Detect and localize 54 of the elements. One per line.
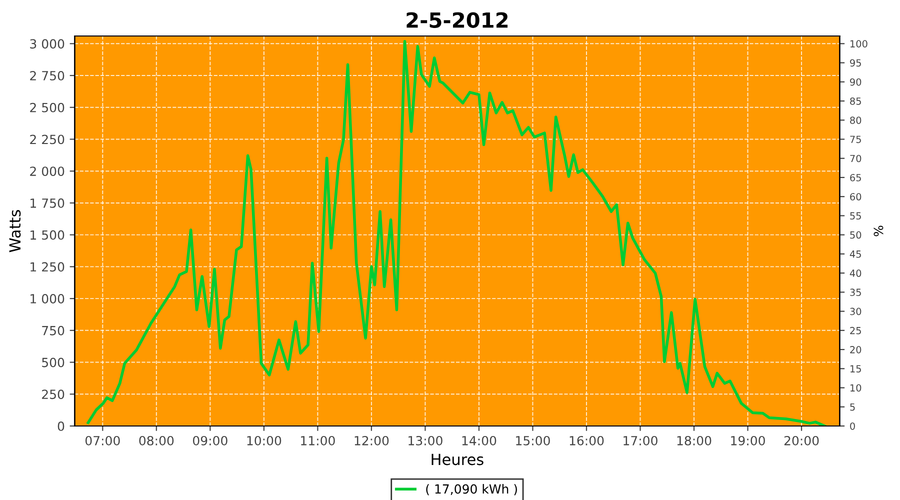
y2-tick-label: 85: [850, 97, 861, 105]
x-tick-label: 14:00: [462, 436, 496, 446]
y2-tick-label: 65: [850, 174, 861, 182]
y2-tick-label: 10: [850, 384, 862, 392]
line-series: [86, 40, 826, 426]
y-tick-label: 250: [42, 390, 64, 400]
x-tick-label: 07:00: [85, 436, 120, 446]
y2-axis-title: %: [874, 226, 884, 236]
x-tick-label: 10:00: [247, 436, 282, 446]
y2-tick-label: 70: [850, 154, 862, 162]
y-tick-label: 1 000: [30, 294, 64, 304]
x-tick-label: 11:00: [301, 436, 335, 446]
y-tick-label: 0: [58, 421, 64, 431]
y2-tick-label: 40: [850, 270, 862, 277]
y2-tick-label: 75: [850, 136, 861, 144]
y2-tick-label: 55: [850, 212, 861, 220]
x-tick-label: 08:00: [139, 436, 174, 446]
y2-tick-label: 5: [850, 403, 855, 411]
y2-tick-label: 35: [850, 288, 861, 296]
y-axis-title: Watts: [9, 210, 21, 252]
y-tick-label: 1 750: [30, 198, 64, 208]
y-tick-label: 2 500: [30, 102, 64, 112]
y2-tick-label: 60: [850, 193, 862, 200]
y2-tick-label: 15: [850, 365, 861, 372]
y-tick-label: 3 000: [30, 39, 64, 49]
x-tick-label: 12:00: [354, 436, 389, 446]
x-axis-title: Heures: [432, 454, 484, 466]
y-tick-label: 1 500: [30, 230, 64, 240]
x-tick-label: 16:00: [570, 436, 604, 446]
x-tick-label: 09:00: [192, 436, 228, 446]
y-tick-label: 2 000: [30, 166, 64, 176]
y-tick-label: 750: [42, 326, 64, 336]
x-tick-label: 13:00: [408, 436, 442, 446]
x-tick-label: 17:00: [624, 436, 658, 446]
y2-tick-label: 0: [850, 422, 855, 430]
x-tick-label: 19:00: [731, 436, 765, 446]
y-tick-label: 1 250: [30, 262, 64, 272]
y2-tick-label: 90: [850, 78, 862, 86]
x-tick-label: 18:00: [677, 436, 712, 446]
y2-tick-label: 100: [850, 40, 868, 48]
x-tick-label: 15:00: [516, 436, 550, 446]
y2-tick-label: 45: [850, 250, 861, 258]
y-tick-label: 2 250: [30, 134, 64, 144]
legend-label: ( 17,090 kWh ): [426, 484, 517, 496]
y2-tick-label: 25: [850, 326, 861, 334]
y2-tick-label: 80: [850, 116, 862, 124]
y2-tick-label: 95: [850, 59, 861, 67]
y-tick-label: 500: [42, 358, 64, 368]
chart-title: 2-5-2012: [406, 12, 508, 28]
y2-tick-label: 30: [850, 308, 862, 316]
y-tick-label: 2 750: [30, 70, 64, 80]
y2-tick-label: 50: [850, 231, 862, 239]
x-tick-label: 20:00: [784, 436, 819, 446]
y2-tick-label: 20: [850, 346, 862, 354]
